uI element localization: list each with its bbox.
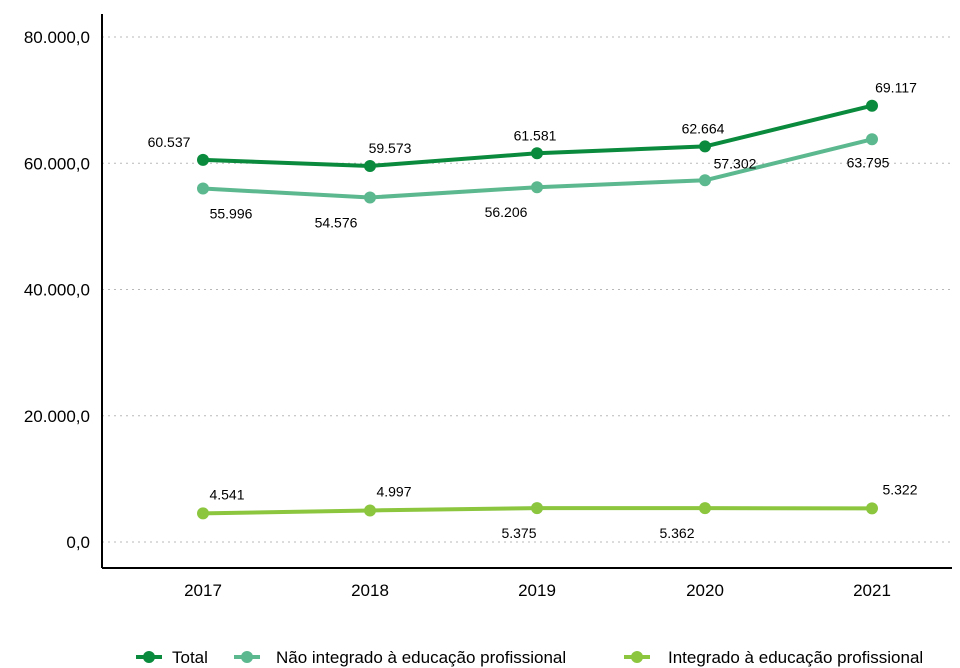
x-tick-label: 2020 [686,581,724,600]
legend: Total Não integrado à educação profission… [136,648,923,667]
data-labels: 60.537 59.573 61.581 62.664 69.117 55.996 54.5… [148,80,918,541]
legend-label-integrado: Integrado à educação profissional [668,648,923,667]
grid-lines [102,36,952,543]
x-tick-label: 2021 [853,581,891,600]
data-point [364,159,376,172]
x-tick-label: 2019 [518,581,556,600]
series-lines [197,99,878,520]
y-tick-label: 0,0 [66,533,90,552]
data-label: 5.375 [501,525,536,541]
data-point [531,147,543,160]
data-point [531,181,543,194]
legend-swatch-marker [241,651,253,663]
data-label: 54.576 [315,214,358,230]
y-tick-label: 60.000,0 [24,154,90,173]
data-point [531,502,543,515]
data-label: 55.996 [210,206,253,222]
data-point [364,504,376,517]
data-label: 61.581 [514,127,557,143]
data-point [866,502,878,515]
data-label: 5.322 [882,481,917,497]
data-point [197,153,209,166]
y-tick-label: 20.000,0 [24,407,90,426]
data-label: 63.795 [847,154,890,170]
x-tick-label: 2018 [351,581,389,600]
y-tick-label: 40.000,0 [24,281,90,300]
legend-swatch-marker [143,651,155,663]
data-label: 4.997 [376,483,411,499]
legend-label-nao-integrado: Não integrado à educação profissional [276,648,566,667]
y-tick-label: 80.000,0 [24,28,90,47]
data-label: 62.664 [682,120,725,136]
data-point [699,140,711,153]
data-label: 5.362 [659,525,694,541]
data-point [364,191,376,204]
data-label: 69.117 [875,80,917,96]
data-point [699,174,711,187]
data-point [699,502,711,515]
data-point [866,133,878,146]
data-point [197,507,209,520]
data-label: 4.541 [209,486,244,502]
x-tick-label: 2017 [184,581,222,600]
data-label: 59.573 [369,140,412,156]
data-label: 56.206 [485,204,528,220]
data-label: 57.302 [714,155,757,171]
axes: 0,0 20.000,0 40.000,0 60.000,0 80.000,0 2017 2… [24,14,952,600]
data-point [197,182,209,195]
data-point [866,99,878,112]
legend-label-total: Total [172,648,208,667]
legend-swatch-marker [631,651,643,663]
data-label: 60.537 [148,134,191,150]
